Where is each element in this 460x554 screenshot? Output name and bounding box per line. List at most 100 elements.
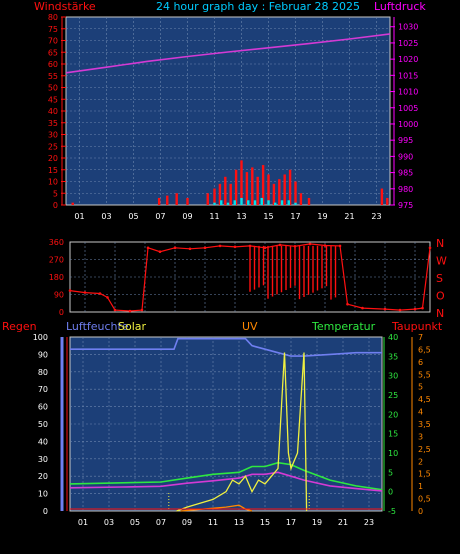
right-tick-label: 1000 <box>398 120 418 129</box>
wind-direction-point <box>398 308 402 312</box>
x-tick-label: 11 <box>209 212 219 221</box>
gust-bar <box>278 179 281 205</box>
wind-direction-point <box>106 296 109 299</box>
wind-direction-point <box>308 242 312 246</box>
dewpoint-header: Taupunkt <box>391 320 443 333</box>
x-tick-label: 19 <box>312 518 322 527</box>
uv-tick-label: 2,5 <box>418 445 431 454</box>
gust-bar <box>206 193 209 205</box>
solar-line <box>176 352 308 512</box>
humidity-tick-label: 50 <box>38 420 48 429</box>
wind-pressure-grid <box>66 17 390 205</box>
humidity-tick-label: 90 <box>38 350 48 359</box>
right-tick-label: 985 <box>398 169 413 178</box>
wind-direction-point <box>421 306 424 310</box>
gust-bar <box>386 197 389 205</box>
wind-direction-point <box>158 250 162 254</box>
left-tick-label: 60 <box>48 60 58 69</box>
uv-tick-label: 4 <box>418 408 423 417</box>
left-tick-label: 5 <box>53 189 58 198</box>
wind-direction-point <box>361 306 364 310</box>
gust-bar <box>71 202 74 205</box>
gust-bar <box>218 183 222 205</box>
wind-direction-point <box>263 246 267 250</box>
wind-direction-point <box>428 246 432 250</box>
x-tick-label: 23 <box>371 212 381 221</box>
wind-direction-point <box>128 309 132 313</box>
wind-bar <box>274 202 277 205</box>
uv-tick-label: 5,5 <box>418 370 431 379</box>
direction-tick-label: 0 <box>59 308 64 317</box>
x-tick-label: 15 <box>260 518 270 527</box>
left-tick-label: 75 <box>48 25 58 34</box>
humidity-tick-label: 100 <box>33 333 48 342</box>
gust-bar <box>380 188 384 205</box>
right-tick-label: 995 <box>398 136 413 145</box>
uv-tick-label: 1 <box>418 482 423 491</box>
x-tick-label: 13 <box>236 212 246 221</box>
gust-bar <box>240 160 243 205</box>
gust-bar <box>283 174 286 205</box>
wind-direction-point <box>146 246 150 250</box>
wind-bar <box>240 197 243 205</box>
wind-bar <box>280 200 284 205</box>
left-tick-label: 25 <box>48 142 58 151</box>
left-tick-label: 10 <box>48 178 58 187</box>
wind-direction-point <box>383 307 387 311</box>
x-tick-label: 21 <box>344 212 354 221</box>
x-tick-label: 01 <box>74 212 84 221</box>
x-tick-label: 13 <box>234 518 244 527</box>
environment-axes: 0102030405060708090100-50510152025303540… <box>33 333 431 527</box>
uv-tick-label: 6 <box>418 358 423 367</box>
wind-direction-point <box>98 292 102 295</box>
wind-direction-point <box>413 307 417 311</box>
wind-direction-point <box>248 244 252 248</box>
left-tick-label: 40 <box>48 107 58 116</box>
temperature-tick-label: 5 <box>388 468 393 477</box>
wind-direction-point <box>293 244 297 248</box>
compass-label: N <box>436 237 444 250</box>
gust-bar <box>272 183 276 205</box>
humidity-tick-label: 10 <box>38 490 48 499</box>
gust-bar <box>234 169 238 205</box>
left-tick-label: 55 <box>48 72 58 81</box>
temperature-tick-label: 40 <box>388 333 398 342</box>
wind-bar <box>253 200 257 205</box>
gust-bar <box>175 193 178 205</box>
gust-bar <box>229 183 232 205</box>
x-tick-label: 19 <box>317 212 327 221</box>
temperature-tick-label: 30 <box>388 372 398 381</box>
x-tick-label: 09 <box>182 212 192 221</box>
direction-tick-label: 360 <box>49 238 64 247</box>
rain-header: Regen <box>2 320 37 333</box>
gust-bar <box>307 197 311 205</box>
wind-direction-point <box>218 244 222 248</box>
wind-bar <box>294 202 297 205</box>
wind-direction-point <box>83 291 87 294</box>
wind-pressure-series <box>65 33 391 205</box>
uv-tick-label: 2 <box>418 457 423 466</box>
humidity-tick-label: 0 <box>43 507 48 516</box>
uv-tick-label: 6,5 <box>418 345 431 354</box>
uv-tick-label: 3 <box>418 432 423 441</box>
x-tick-label: 05 <box>130 518 140 527</box>
left-tick-label: 15 <box>48 166 58 175</box>
uv-tick-label: 7 <box>418 333 423 342</box>
x-tick-label: 17 <box>290 212 300 221</box>
uv-header: UV <box>242 320 258 333</box>
x-tick-label: 15 <box>263 212 273 221</box>
gust-bar <box>251 167 254 205</box>
wind-bar <box>247 200 250 205</box>
temperature-tick-label: 25 <box>388 391 398 400</box>
gust-bar <box>299 193 303 205</box>
wind-direction-point <box>113 308 117 312</box>
left-tick-label: 0 <box>53 201 58 210</box>
humidity-header: Luftfeuchte <box>66 320 129 333</box>
gust-bar <box>267 174 270 205</box>
right-tick-label: 1010 <box>398 88 418 97</box>
x-tick-label: 03 <box>104 518 114 527</box>
environment-series <box>69 337 383 512</box>
left-tick-label: 20 <box>48 154 58 163</box>
left-tick-label: 45 <box>48 95 58 104</box>
